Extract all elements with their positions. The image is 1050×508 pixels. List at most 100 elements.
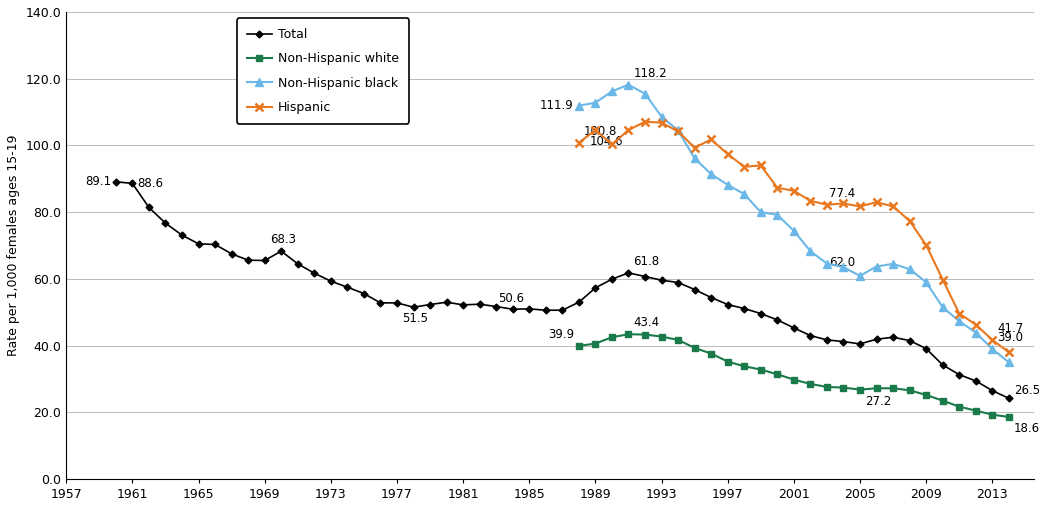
Non-Hispanic white — [721, 359, 734, 365]
Line: Total: Total — [113, 179, 1011, 401]
Hispanic — [986, 337, 999, 343]
Non-Hispanic white — [821, 384, 834, 390]
Non-Hispanic black — [638, 90, 651, 97]
Non-Hispanic white — [937, 398, 949, 404]
Non-Hispanic white — [870, 385, 883, 391]
Non-Hispanic black — [755, 209, 768, 215]
Hispanic — [738, 164, 751, 170]
Non-Hispanic black — [771, 212, 783, 218]
Non-Hispanic black — [623, 82, 635, 88]
Non-Hispanic white — [969, 407, 982, 414]
Non-Hispanic black — [953, 318, 966, 324]
Hispanic — [755, 163, 768, 169]
Non-Hispanic black — [788, 228, 800, 234]
Hispanic — [771, 185, 783, 191]
Hispanic — [606, 141, 618, 147]
Hispanic — [788, 188, 800, 194]
Total — [209, 241, 222, 247]
Non-Hispanic white — [606, 334, 618, 340]
Non-Hispanic black — [655, 114, 668, 120]
Hispanic — [903, 218, 916, 224]
Text: 77.4: 77.4 — [828, 187, 855, 200]
Y-axis label: Rate per 1,000 females ages 15-19: Rate per 1,000 females ages 15-19 — [7, 135, 20, 356]
Text: 41.7: 41.7 — [998, 322, 1024, 335]
Total — [109, 179, 122, 185]
Hispanic — [854, 203, 866, 209]
Text: 26.5: 26.5 — [1014, 384, 1040, 397]
Non-Hispanic white — [854, 387, 866, 393]
Non-Hispanic white — [623, 331, 635, 337]
Non-Hispanic black — [887, 261, 900, 267]
Hispanic — [804, 198, 817, 204]
Total — [324, 278, 337, 284]
Non-Hispanic white — [1003, 414, 1015, 420]
Non-Hispanic white — [887, 385, 900, 391]
Line: Non-Hispanic white: Non-Hispanic white — [575, 331, 1012, 421]
Text: 118.2: 118.2 — [633, 67, 667, 80]
Text: 61.8: 61.8 — [633, 255, 659, 268]
Non-Hispanic white — [755, 367, 768, 373]
Hispanic — [638, 119, 651, 125]
Non-Hispanic black — [689, 155, 701, 162]
Hispanic — [705, 136, 717, 142]
Hispanic — [1003, 349, 1015, 355]
Text: 39.0: 39.0 — [998, 331, 1024, 344]
Hispanic — [821, 202, 834, 208]
Hispanic — [937, 276, 949, 282]
Hispanic — [870, 199, 883, 205]
Non-Hispanic white — [903, 387, 916, 393]
Non-Hispanic white — [572, 343, 585, 349]
Non-Hispanic white — [689, 345, 701, 351]
Legend: Total, Non-Hispanic white, Non-Hispanic black, Hispanic: Total, Non-Hispanic white, Non-Hispanic … — [237, 18, 410, 124]
Non-Hispanic white — [589, 340, 602, 346]
Line: Non-Hispanic black: Non-Hispanic black — [574, 80, 1013, 366]
Non-Hispanic white — [771, 371, 783, 377]
Non-Hispanic black — [870, 264, 883, 270]
Total — [903, 337, 916, 343]
Text: 50.6: 50.6 — [499, 292, 524, 305]
Text: 89.1: 89.1 — [85, 175, 111, 188]
Non-Hispanic black — [572, 103, 585, 109]
Hispanic — [672, 129, 685, 135]
Non-Hispanic black — [672, 128, 685, 134]
Hispanic — [721, 151, 734, 157]
Non-Hispanic black — [821, 261, 834, 267]
Text: 100.8: 100.8 — [584, 125, 617, 138]
Hispanic — [953, 310, 966, 316]
Non-Hispanic white — [788, 376, 800, 383]
Non-Hispanic black — [854, 273, 866, 279]
Non-Hispanic black — [738, 191, 751, 197]
Non-Hispanic black — [837, 264, 849, 270]
Non-Hispanic black — [920, 279, 932, 285]
Text: 104.6: 104.6 — [590, 135, 624, 148]
Non-Hispanic black — [969, 330, 982, 336]
Non-Hispanic black — [903, 266, 916, 272]
Non-Hispanic black — [589, 100, 602, 106]
Non-Hispanic white — [655, 334, 668, 340]
Non-Hispanic black — [606, 88, 618, 94]
Non-Hispanic black — [721, 182, 734, 188]
Total — [440, 299, 453, 305]
Non-Hispanic white — [804, 381, 817, 387]
Total — [1003, 395, 1015, 401]
Non-Hispanic black — [1003, 359, 1015, 365]
Text: 43.4: 43.4 — [633, 316, 659, 329]
Hispanic — [837, 200, 849, 206]
Non-Hispanic white — [738, 363, 751, 369]
Text: 88.6: 88.6 — [138, 177, 164, 190]
Text: 39.9: 39.9 — [548, 328, 574, 341]
Hispanic — [655, 120, 668, 126]
Line: Hispanic: Hispanic — [574, 117, 1013, 357]
Hispanic — [920, 242, 932, 248]
Non-Hispanic white — [953, 403, 966, 409]
Total — [275, 248, 288, 254]
Text: 51.5: 51.5 — [402, 312, 428, 325]
Non-Hispanic white — [837, 385, 849, 391]
Total — [986, 388, 999, 394]
Non-Hispanic white — [638, 332, 651, 338]
Non-Hispanic white — [672, 337, 685, 343]
Non-Hispanic black — [986, 346, 999, 352]
Non-Hispanic white — [920, 392, 932, 398]
Hispanic — [572, 140, 585, 146]
Non-Hispanic black — [705, 171, 717, 177]
